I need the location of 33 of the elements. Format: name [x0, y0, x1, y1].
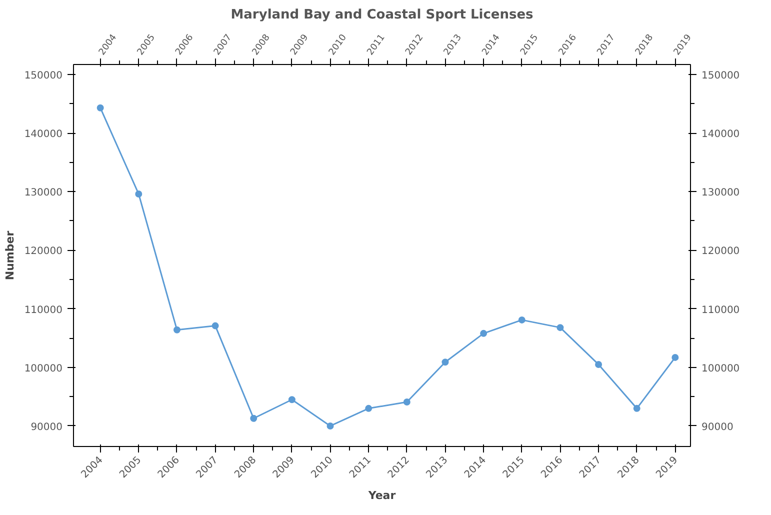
point — [556, 324, 564, 332]
point — [518, 316, 526, 324]
point — [173, 326, 180, 334]
point — [212, 322, 219, 330]
y2-tick-label: 110000 — [702, 304, 740, 316]
point — [250, 414, 258, 422]
y2-tick-label: 120000 — [702, 246, 740, 258]
y-tick-label: 90000 — [30, 422, 62, 433]
y-tick-label: 130000 — [24, 188, 63, 199]
point — [633, 404, 640, 412]
y-axis-title: Number — [3, 230, 16, 280]
point — [595, 360, 602, 368]
point — [135, 190, 142, 198]
y2-tick-label: 130000 — [702, 188, 740, 199]
y-tick-label: 100000 — [24, 363, 63, 374]
point — [442, 358, 449, 366]
point — [480, 330, 488, 337]
chart-title: Maryland Bay and Coastal Sport Licenses — [230, 8, 534, 22]
y2-tick-label: 140000 — [702, 129, 740, 140]
y-tick-label: 140000 — [24, 129, 63, 140]
point — [365, 404, 372, 412]
x-axis-title: Year — [367, 489, 396, 502]
y-tick-label: 150000 — [24, 70, 63, 82]
point — [403, 398, 410, 406]
y-tick-label: 110000 — [24, 304, 63, 316]
point — [96, 104, 104, 112]
y2-tick-label: 100000 — [702, 363, 740, 374]
point — [326, 422, 334, 430]
y2-tick-label: 90000 — [702, 422, 734, 433]
point — [288, 396, 296, 404]
y-tick-label: 120000 — [24, 246, 63, 258]
point — [672, 354, 679, 361]
y2-tick-label: 150000 — [702, 70, 740, 82]
